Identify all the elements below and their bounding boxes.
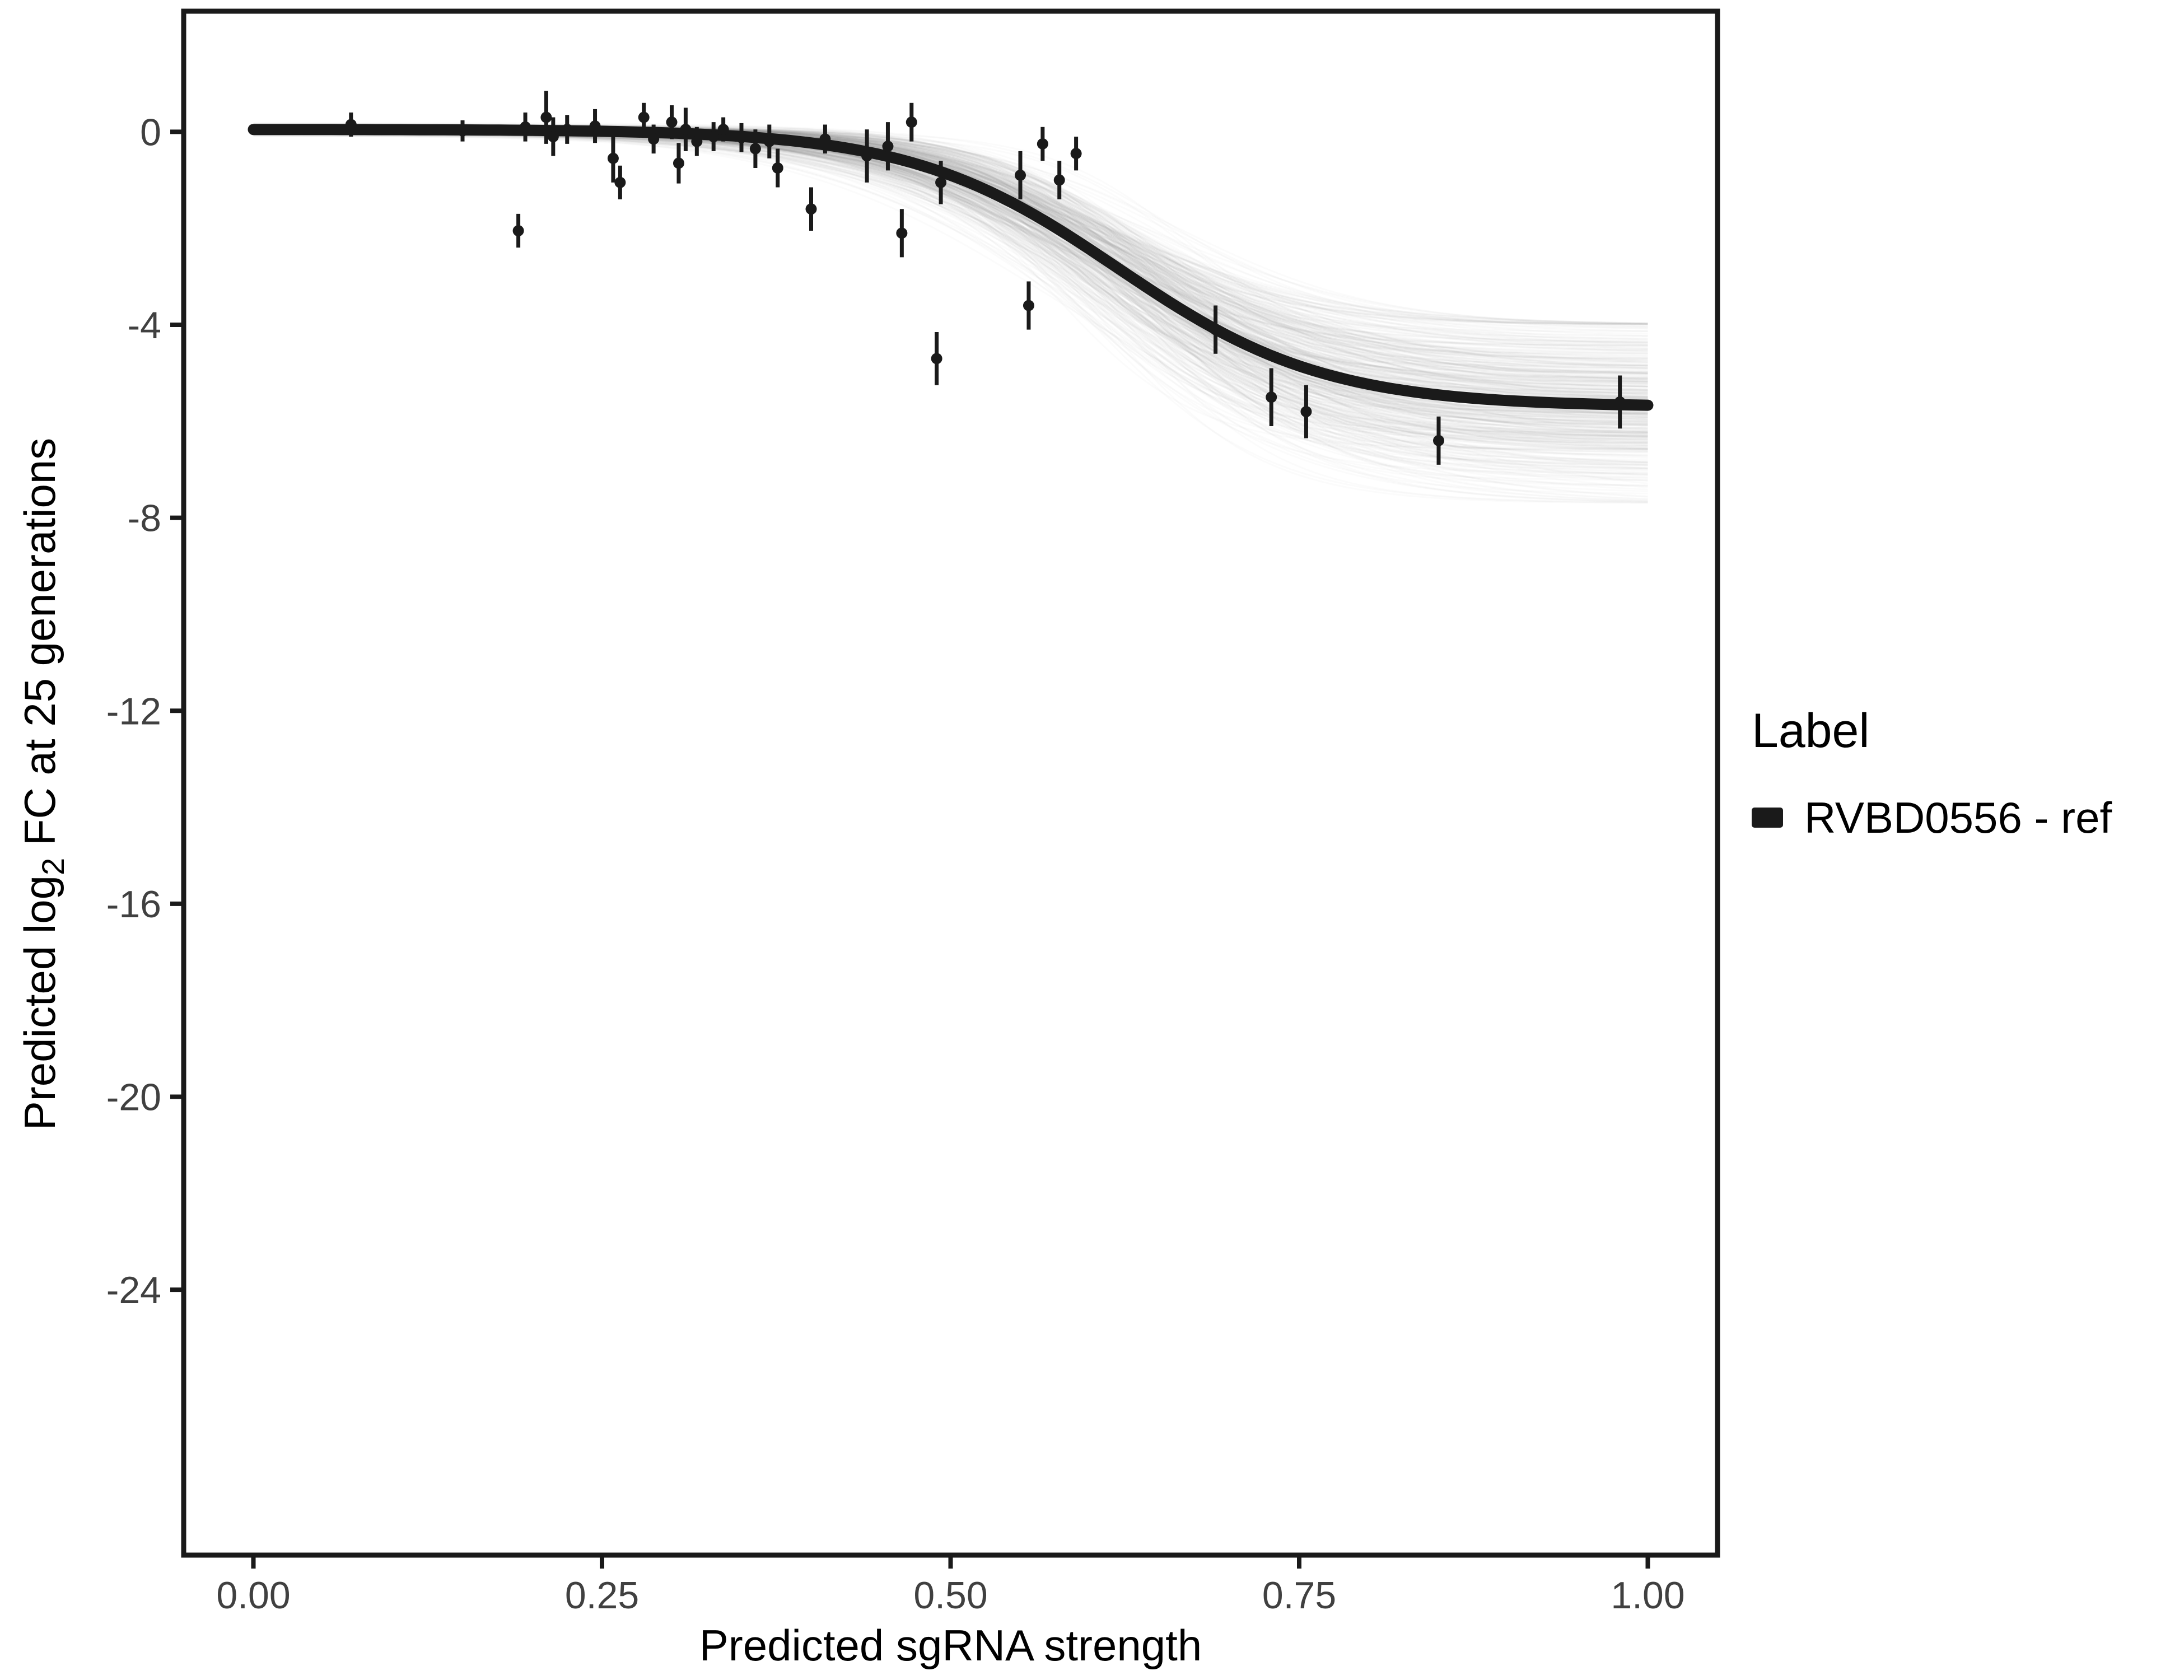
y-tick-label: -24	[106, 1269, 161, 1312]
data-point	[805, 203, 817, 215]
data-point	[1433, 435, 1444, 446]
data-point	[931, 353, 942, 365]
data-point	[1037, 138, 1048, 150]
data-point	[638, 111, 650, 123]
x-axis-title: Predicted sgRNA strength	[699, 1621, 1202, 1670]
data-point	[520, 121, 531, 133]
data-point	[935, 176, 947, 188]
x-tick-label: 0.50	[913, 1574, 987, 1617]
data-point	[1053, 174, 1065, 186]
data-point	[772, 162, 783, 174]
data-point	[1210, 324, 1221, 335]
data-point	[1015, 169, 1026, 181]
y-tick-label: -12	[106, 690, 161, 732]
data-point	[512, 225, 524, 237]
data-point	[457, 125, 468, 137]
y-axis-title: Predicted log2 FC at 25 generations	[15, 438, 71, 1131]
data-point	[1023, 300, 1034, 311]
x-tick-label: 0.75	[1262, 1574, 1336, 1617]
data-point	[607, 152, 619, 164]
x-tick-label: 0.25	[565, 1574, 639, 1617]
data-point	[736, 132, 747, 143]
fit-curve	[248, 124, 1654, 411]
data-point	[906, 116, 917, 128]
x-tick-label: 0.00	[216, 1574, 290, 1617]
x-tick-label: 1.00	[1611, 1574, 1684, 1617]
legend-item-label: RVBD0556 - ref	[1804, 792, 2112, 842]
data-point	[1070, 148, 1082, 160]
data-point	[763, 136, 775, 147]
data-point	[861, 150, 873, 162]
legend-key-square-icon	[1752, 808, 1783, 828]
data-points	[345, 91, 1626, 465]
data-point	[708, 131, 720, 143]
data-point	[547, 131, 559, 143]
y-tick-label: 0	[140, 111, 161, 153]
data-point	[614, 176, 626, 188]
legend-title: Label	[1752, 704, 1870, 758]
legend: Label RVBD0556 - ref	[1752, 704, 2112, 843]
y-tick-label: -20	[106, 1076, 161, 1119]
legend-item: RVBD0556 - ref	[1752, 792, 2112, 843]
data-point	[680, 124, 692, 136]
data-point	[648, 133, 660, 145]
data-point	[666, 116, 678, 128]
y-axis: 0 -4 -8 -12 -16 -20 -24	[106, 111, 184, 1312]
data-point	[673, 157, 684, 169]
data-point	[882, 141, 894, 152]
data-point	[345, 119, 357, 130]
y-tick-label: -16	[106, 883, 161, 926]
panel-border	[181, 8, 1720, 1558]
data-point	[561, 124, 573, 136]
data-point	[589, 120, 601, 132]
data-point	[717, 124, 729, 136]
data-point	[1266, 391, 1277, 403]
data-point	[1614, 396, 1626, 408]
y-tick-label: -8	[128, 497, 161, 540]
data-point	[749, 143, 761, 155]
data-point	[896, 227, 908, 239]
data-point	[1300, 406, 1312, 418]
data-point	[540, 111, 552, 123]
y-tick-label: -4	[128, 304, 161, 347]
x-axis: 0.00 0.25 0.50 0.75 1.00	[216, 1555, 1685, 1617]
data-point	[819, 133, 831, 145]
data-point	[691, 136, 703, 147]
